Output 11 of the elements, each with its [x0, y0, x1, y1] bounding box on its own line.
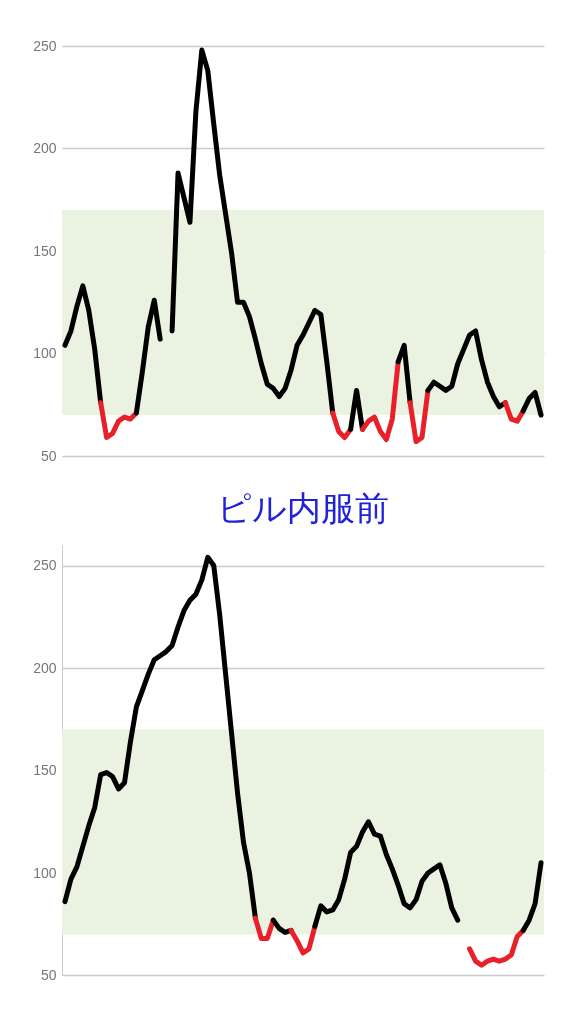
- y-tick-label: 250: [33, 37, 57, 54]
- y-tick-label: 100: [33, 345, 57, 361]
- y-tick-label: 200: [33, 659, 57, 676]
- y-tick-label: 100: [33, 864, 57, 881]
- y-tick-label: 150: [33, 762, 57, 778]
- y-tick-label: 250: [33, 557, 57, 573]
- chart-title: ピル内服前: [217, 488, 389, 528]
- y-tick-label: 50: [40, 967, 57, 983]
- y-tick-label: 50: [40, 447, 57, 464]
- y-tick-label: 200: [33, 140, 57, 156]
- y-tick-label: 150: [33, 242, 57, 259]
